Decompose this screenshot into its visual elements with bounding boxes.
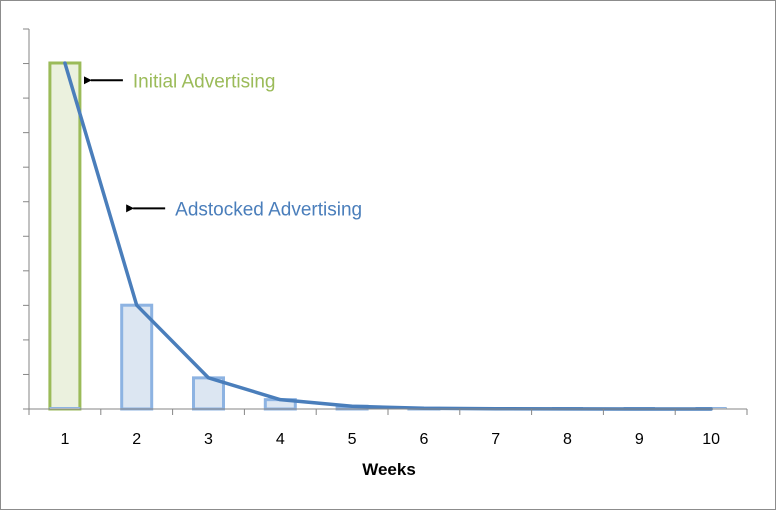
bars-layer [48, 61, 727, 411]
x-tick-label: 6 [419, 431, 428, 448]
x-axis-title: Weeks [362, 460, 416, 479]
bar [120, 303, 154, 411]
x-tick-label: 3 [204, 431, 213, 448]
series-line [63, 61, 713, 411]
line-layer [63, 61, 713, 411]
ticks-layer: 1 2 3 4 5 6 7 8 9 10 [23, 28, 748, 448]
x-tick-label: 10 [702, 431, 720, 448]
x-tick-label: 4 [276, 431, 285, 448]
x-tick-label: 5 [348, 431, 357, 448]
x-tick-label: 9 [635, 431, 644, 448]
x-tick-label: 2 [132, 431, 141, 448]
x-tick-label: 7 [491, 431, 500, 448]
x-tick-label: 1 [60, 431, 69, 448]
x-tick-label: 8 [563, 431, 572, 448]
annotation-label: Adstocked Advertising [175, 199, 362, 220]
annotation-label: Initial Advertising [133, 71, 276, 92]
bar [48, 61, 82, 411]
annotations-layer: Initial Advertising Adstocked Advertising [83, 71, 362, 220]
